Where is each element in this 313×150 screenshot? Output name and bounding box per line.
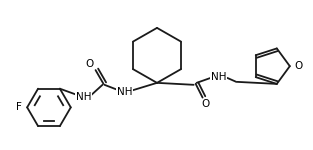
Text: O: O	[295, 61, 303, 71]
Text: NH: NH	[116, 87, 132, 97]
Text: O: O	[85, 59, 94, 69]
Text: NH: NH	[76, 92, 91, 102]
Text: F: F	[16, 102, 22, 112]
Text: O: O	[202, 99, 210, 110]
Text: NH: NH	[211, 72, 226, 82]
